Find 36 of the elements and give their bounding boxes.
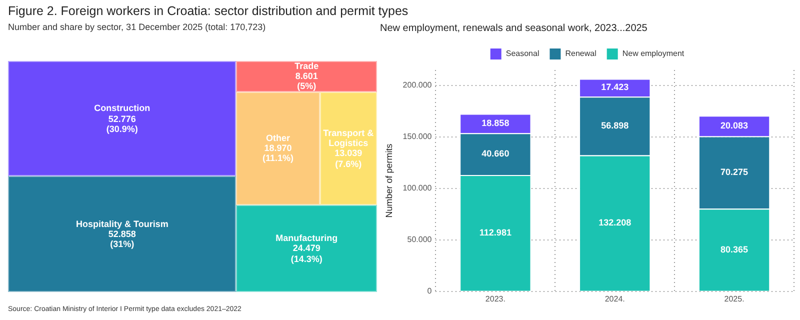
y-tick-label: 50.000 xyxy=(407,235,432,244)
data-label: 52.776 (30.9%) xyxy=(106,114,138,134)
data-label: 40.660 xyxy=(482,148,510,159)
text: Number and share by sector, 31 December 2025 (total: 170,723) xyxy=(8,22,266,32)
data-label: 52.858 (31%) xyxy=(108,229,136,250)
y-tick-label: 150.000 xyxy=(402,132,432,142)
category-label: Hospitality & Tourism xyxy=(76,218,168,229)
chart-title: New employment, renewals and seasonal work, 2023...2025 xyxy=(380,22,648,34)
data-label: 18.970 (11.1%) xyxy=(262,143,294,164)
x-tick-label: 2023. xyxy=(485,294,506,304)
data-label: 112.981 xyxy=(479,227,512,238)
y-tick-label: 0 xyxy=(427,286,432,296)
legend-label: Renewal xyxy=(565,49,597,58)
legend-label: Seasonal xyxy=(506,49,540,58)
data-label: 70.275 xyxy=(720,166,748,177)
y-axis-title: Number of permits xyxy=(384,143,394,218)
category-label: Manufacturing xyxy=(276,233,338,244)
data-label: 13.039 (7.6%) xyxy=(334,148,362,169)
data-label: 80.365 xyxy=(720,244,748,254)
data-label: 17.423 xyxy=(601,82,629,92)
category-label: Transport & Logistics xyxy=(323,128,374,148)
data-label: 20.083 xyxy=(720,120,748,130)
data-label: 18.858 xyxy=(482,118,510,128)
category-label: Other xyxy=(266,132,290,143)
category-label: Trade xyxy=(294,60,319,71)
y-tick-label: 200.000 xyxy=(402,80,432,90)
legend-label: New employment xyxy=(622,49,685,58)
text: Figure 2. Foreign workers in Croatia: sector distribution and permit types xyxy=(8,4,408,18)
data-label: 8.601 (5%) xyxy=(295,71,318,92)
category-label: Construction xyxy=(94,103,150,114)
data-label: 24.479 (14.3%) xyxy=(290,243,322,264)
x-tick-label: 2025. xyxy=(724,294,744,304)
y-tick-label: 100.000 xyxy=(402,184,432,193)
x-tick-label: 2024. xyxy=(604,294,625,304)
data-label: 132.208 xyxy=(598,218,632,228)
data-label: 56.898 xyxy=(601,120,629,130)
